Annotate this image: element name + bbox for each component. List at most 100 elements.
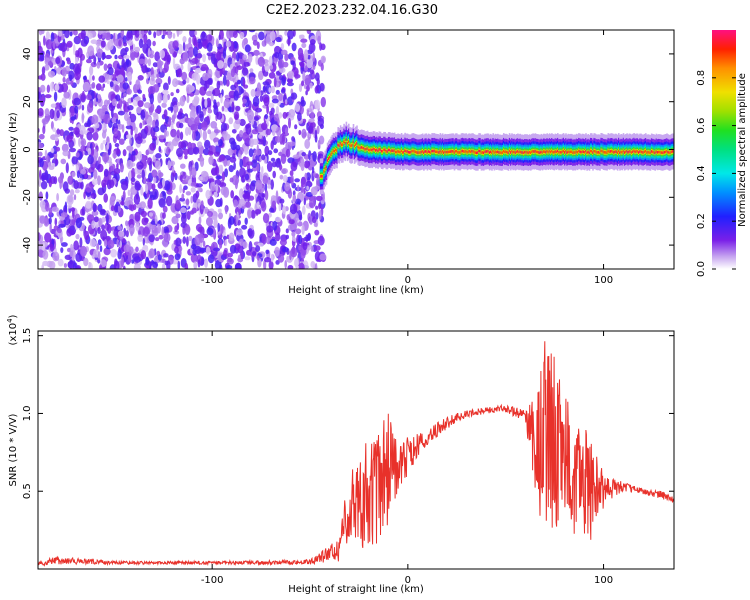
spectrogram-ridge-cell [456,149,458,153]
spectrogram-noise-cell [87,45,95,57]
spectrogram-noise-cell [116,74,124,83]
spectrogram-noise-cell [242,241,248,249]
spectrogram-ridge-cell [323,170,325,173]
spectrogram-noise-cell [139,122,143,129]
spectrogram-noise-cell [278,202,282,212]
spectrogram-noise-cell [43,217,50,227]
spectrogram-ridge-cell [333,149,336,153]
spectrogram-noise-cell [99,264,103,269]
spectrogram-noise-cell [163,253,169,258]
spectrogram-noise-cell [41,264,44,269]
spectrogram-noise-cell [284,260,288,269]
spectrogram-ridge-cell [452,150,455,153]
spectrogram-noise-cell [115,94,121,102]
spectrogram-noise-cell [103,239,108,247]
spectrogram-noise-cell [40,180,48,190]
spectrogram-ridge-cell [535,150,538,154]
spectrogram-noise-cell [256,255,260,261]
spectrogram-noise-cell [182,41,186,52]
spectrogram-ridge-cell [595,150,598,154]
spectrogram-noise-cell [315,212,319,220]
spectrogram-noise-cell [93,169,98,180]
spectrogram-ridge-cell [612,150,614,153]
spectrogram-noise-cell [151,169,158,178]
spectrogram-ridge-cell [322,175,324,178]
spectrogram-noise-cell [215,39,219,48]
spectrogram-noise-cell [66,59,71,65]
spectrogram-noise-cell [270,157,276,162]
spectrogram-ridge-cell [470,150,472,154]
spectrogram-noise-cell [41,172,49,181]
spectrogram-noise-cell [192,146,200,155]
spectrogram-noise-cell [100,229,108,241]
spectrogram-noise-cell [90,192,97,199]
spectrogram-noise-cell [315,205,319,210]
spectrogram-noise-cell [239,31,245,40]
spectrogram-noise-cell [199,111,204,122]
spectrogram-ridge-cell [471,149,473,153]
spectrogram-ridge-cell [394,150,397,154]
spectrogram-noise-cell [135,136,143,145]
spectrogram-noise-cell [46,84,51,94]
spectrogram-noise-cell [265,128,271,136]
spectrogram-noise-cell [190,195,193,204]
spectrogram-ridge-cell [421,150,424,153]
spectrogram-noise-cell [191,99,199,106]
spectrogram-noise-cell [82,90,85,97]
spectrogram-noise-cell [189,166,192,176]
spectrogram-noise-cell [141,169,145,180]
spectrogram-noise-cell [268,102,275,108]
figure-title: C2E2.2023.232.04.16.G30 [266,3,438,18]
spectrogram-noise-cell [243,61,250,67]
spectrogram-noise-cell [79,216,85,221]
spectrogram-noise-cell [107,239,115,249]
spectrogram-noise-cell [245,183,250,191]
spectrogram-noise-cell [98,217,103,228]
spectrogram-noise-cell [109,81,114,88]
spectrogram-noise-cell [49,222,52,233]
spectrogram-noise-cell [110,107,114,118]
spectrogram-noise-cell [162,191,166,197]
spectrogram-noise-cell [113,150,116,159]
spectrogram-noise-cell [179,96,185,107]
spectrogram-noise-cell [213,151,220,157]
spectrogram-noise-cell [152,84,160,93]
spectrogram-noise-cell [162,93,168,104]
spectrogram-noise-cell [288,219,295,225]
spectrogram-noise-cell [156,73,160,78]
spectrogram-noise-cell [239,118,246,127]
spectrogram-noise-cell [69,31,73,37]
spectrogram-noise-cell [140,210,147,218]
spectrogram-noise-cell [80,168,87,175]
spectrogram-noise-cell [284,53,289,62]
spectrogram-noise-cell [80,138,87,147]
spectrogram-noise-cell [186,210,191,220]
spectrogram-noise-cell [222,48,227,59]
spectrogram-noise-cell [55,146,61,152]
spectrogram-noise-cell [120,30,125,38]
spectrogram-noise-cell [279,102,285,108]
spectrogram-ridge-cell [547,150,550,154]
spectrogram-noise-cell [92,202,97,213]
spectrogram-noise-cell [142,237,145,246]
spectrogram-ridge-cell [443,151,445,154]
spectrogram-noise-cell [126,159,134,170]
spectrogram-ridge-cell [534,149,537,153]
spectrogram-noise-cell [256,163,260,172]
spectrogram-noise-cell [110,196,116,201]
spectrogram-noise-cell [207,254,215,264]
spectrogram-noise-cell [176,114,183,120]
spectrogram-noise-cell [148,248,155,259]
spectrogram-noise-cell [295,228,302,235]
spectrogram-noise-cell [103,247,111,256]
spectrogram-noise-cell [285,148,291,158]
spectrogram-noise-cell [39,158,44,168]
spectrogram-noise-cell [255,245,261,253]
spectrogram-noise-cell [42,242,46,252]
spectrogram-noise-cell [97,187,105,196]
spectrogram-noise-cell [226,72,232,80]
spectrogram-noise-cell [137,75,144,81]
spectrogram-noise-cell [234,206,243,216]
spectrogram-noise-cell [216,50,222,61]
spectrogram-noise-cell [165,158,169,166]
